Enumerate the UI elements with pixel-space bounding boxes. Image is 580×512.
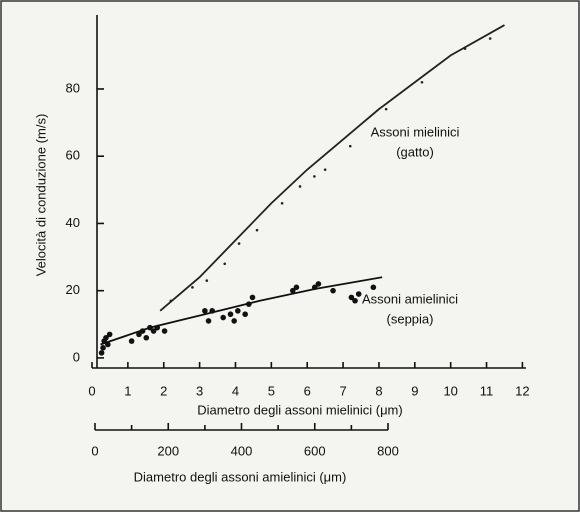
point <box>202 308 208 314</box>
y-tick-label: 20 <box>66 282 80 297</box>
fit-line <box>159 24 505 312</box>
x-tick-label: 11 <box>480 383 494 398</box>
point <box>105 341 111 348</box>
point <box>298 185 302 188</box>
x-tick-label: 12 <box>515 383 529 398</box>
x2-axis-label: Diametro degli assoni amielinici (μm) <box>134 469 347 484</box>
point <box>348 144 352 148</box>
point <box>103 334 109 341</box>
x-axis-label: Diametro degli assoni mielinici (μm) <box>197 402 402 417</box>
point <box>154 324 161 331</box>
point <box>289 287 296 294</box>
x-tick-label: 2 <box>160 383 167 398</box>
point <box>205 279 209 282</box>
point <box>191 286 194 289</box>
x2-tick-label: 400 <box>231 443 253 458</box>
point <box>370 284 377 291</box>
y-tick-label: 80 <box>66 80 80 95</box>
point <box>220 314 226 321</box>
point <box>150 328 157 334</box>
x-tick-label: 3 <box>196 383 203 398</box>
point <box>420 80 424 84</box>
point <box>280 201 284 205</box>
x-tick-label: 4 <box>232 383 239 398</box>
series-label: Assoni amielinici <box>362 291 458 306</box>
point <box>384 107 388 111</box>
point <box>205 318 212 324</box>
point <box>242 311 248 318</box>
y-tick-label: 0 <box>73 349 80 364</box>
series-note: (seppia) <box>387 311 434 326</box>
point <box>209 308 215 314</box>
x2-tick-label: 600 <box>304 443 326 458</box>
point <box>147 324 153 331</box>
point <box>231 318 237 324</box>
point <box>143 334 150 341</box>
point <box>98 350 105 356</box>
point <box>348 294 355 301</box>
point <box>128 338 135 344</box>
point <box>330 287 336 294</box>
x-tick-label: 5 <box>268 383 275 398</box>
point <box>249 294 256 301</box>
x-tick-label: 7 <box>339 383 346 398</box>
y-tick-label: 60 <box>66 148 80 163</box>
point <box>169 299 173 303</box>
x-tick-label: 0 <box>88 383 95 398</box>
y-axis-label: Velocità di conduzione (m/s) <box>33 114 48 277</box>
point <box>352 297 358 304</box>
point <box>136 331 142 338</box>
y-tick-label: 40 <box>66 215 80 230</box>
x-tick-label: 10 <box>443 383 457 398</box>
point <box>313 175 316 178</box>
x2-tick-label: 800 <box>377 443 399 458</box>
point <box>323 168 327 171</box>
x2-tick-label: 0 <box>91 443 98 458</box>
point <box>235 308 241 314</box>
point <box>100 345 106 351</box>
point <box>463 47 467 50</box>
point <box>355 291 362 297</box>
point <box>488 37 492 40</box>
point <box>237 242 241 245</box>
x2-tick-label: 200 <box>157 443 179 458</box>
point <box>315 281 322 287</box>
x-tick-label: 8 <box>375 383 382 398</box>
x-tick-label: 6 <box>304 383 311 398</box>
series-label: Assoni mielinici <box>371 124 460 139</box>
point <box>227 311 234 318</box>
series-note: (gatto) <box>396 144 434 159</box>
point <box>106 331 113 338</box>
x-tick-label: 9 <box>411 383 418 398</box>
point <box>139 328 146 334</box>
point <box>223 262 227 266</box>
point <box>246 301 252 307</box>
point <box>311 284 318 291</box>
x-tick-label: 1 <box>124 383 131 398</box>
point <box>293 284 300 291</box>
point <box>161 328 168 334</box>
point <box>255 228 259 232</box>
